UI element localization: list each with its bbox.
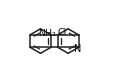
Text: N: N [73, 44, 80, 54]
Text: Cl: Cl [57, 29, 66, 37]
Text: NH₂: NH₂ [38, 29, 55, 38]
